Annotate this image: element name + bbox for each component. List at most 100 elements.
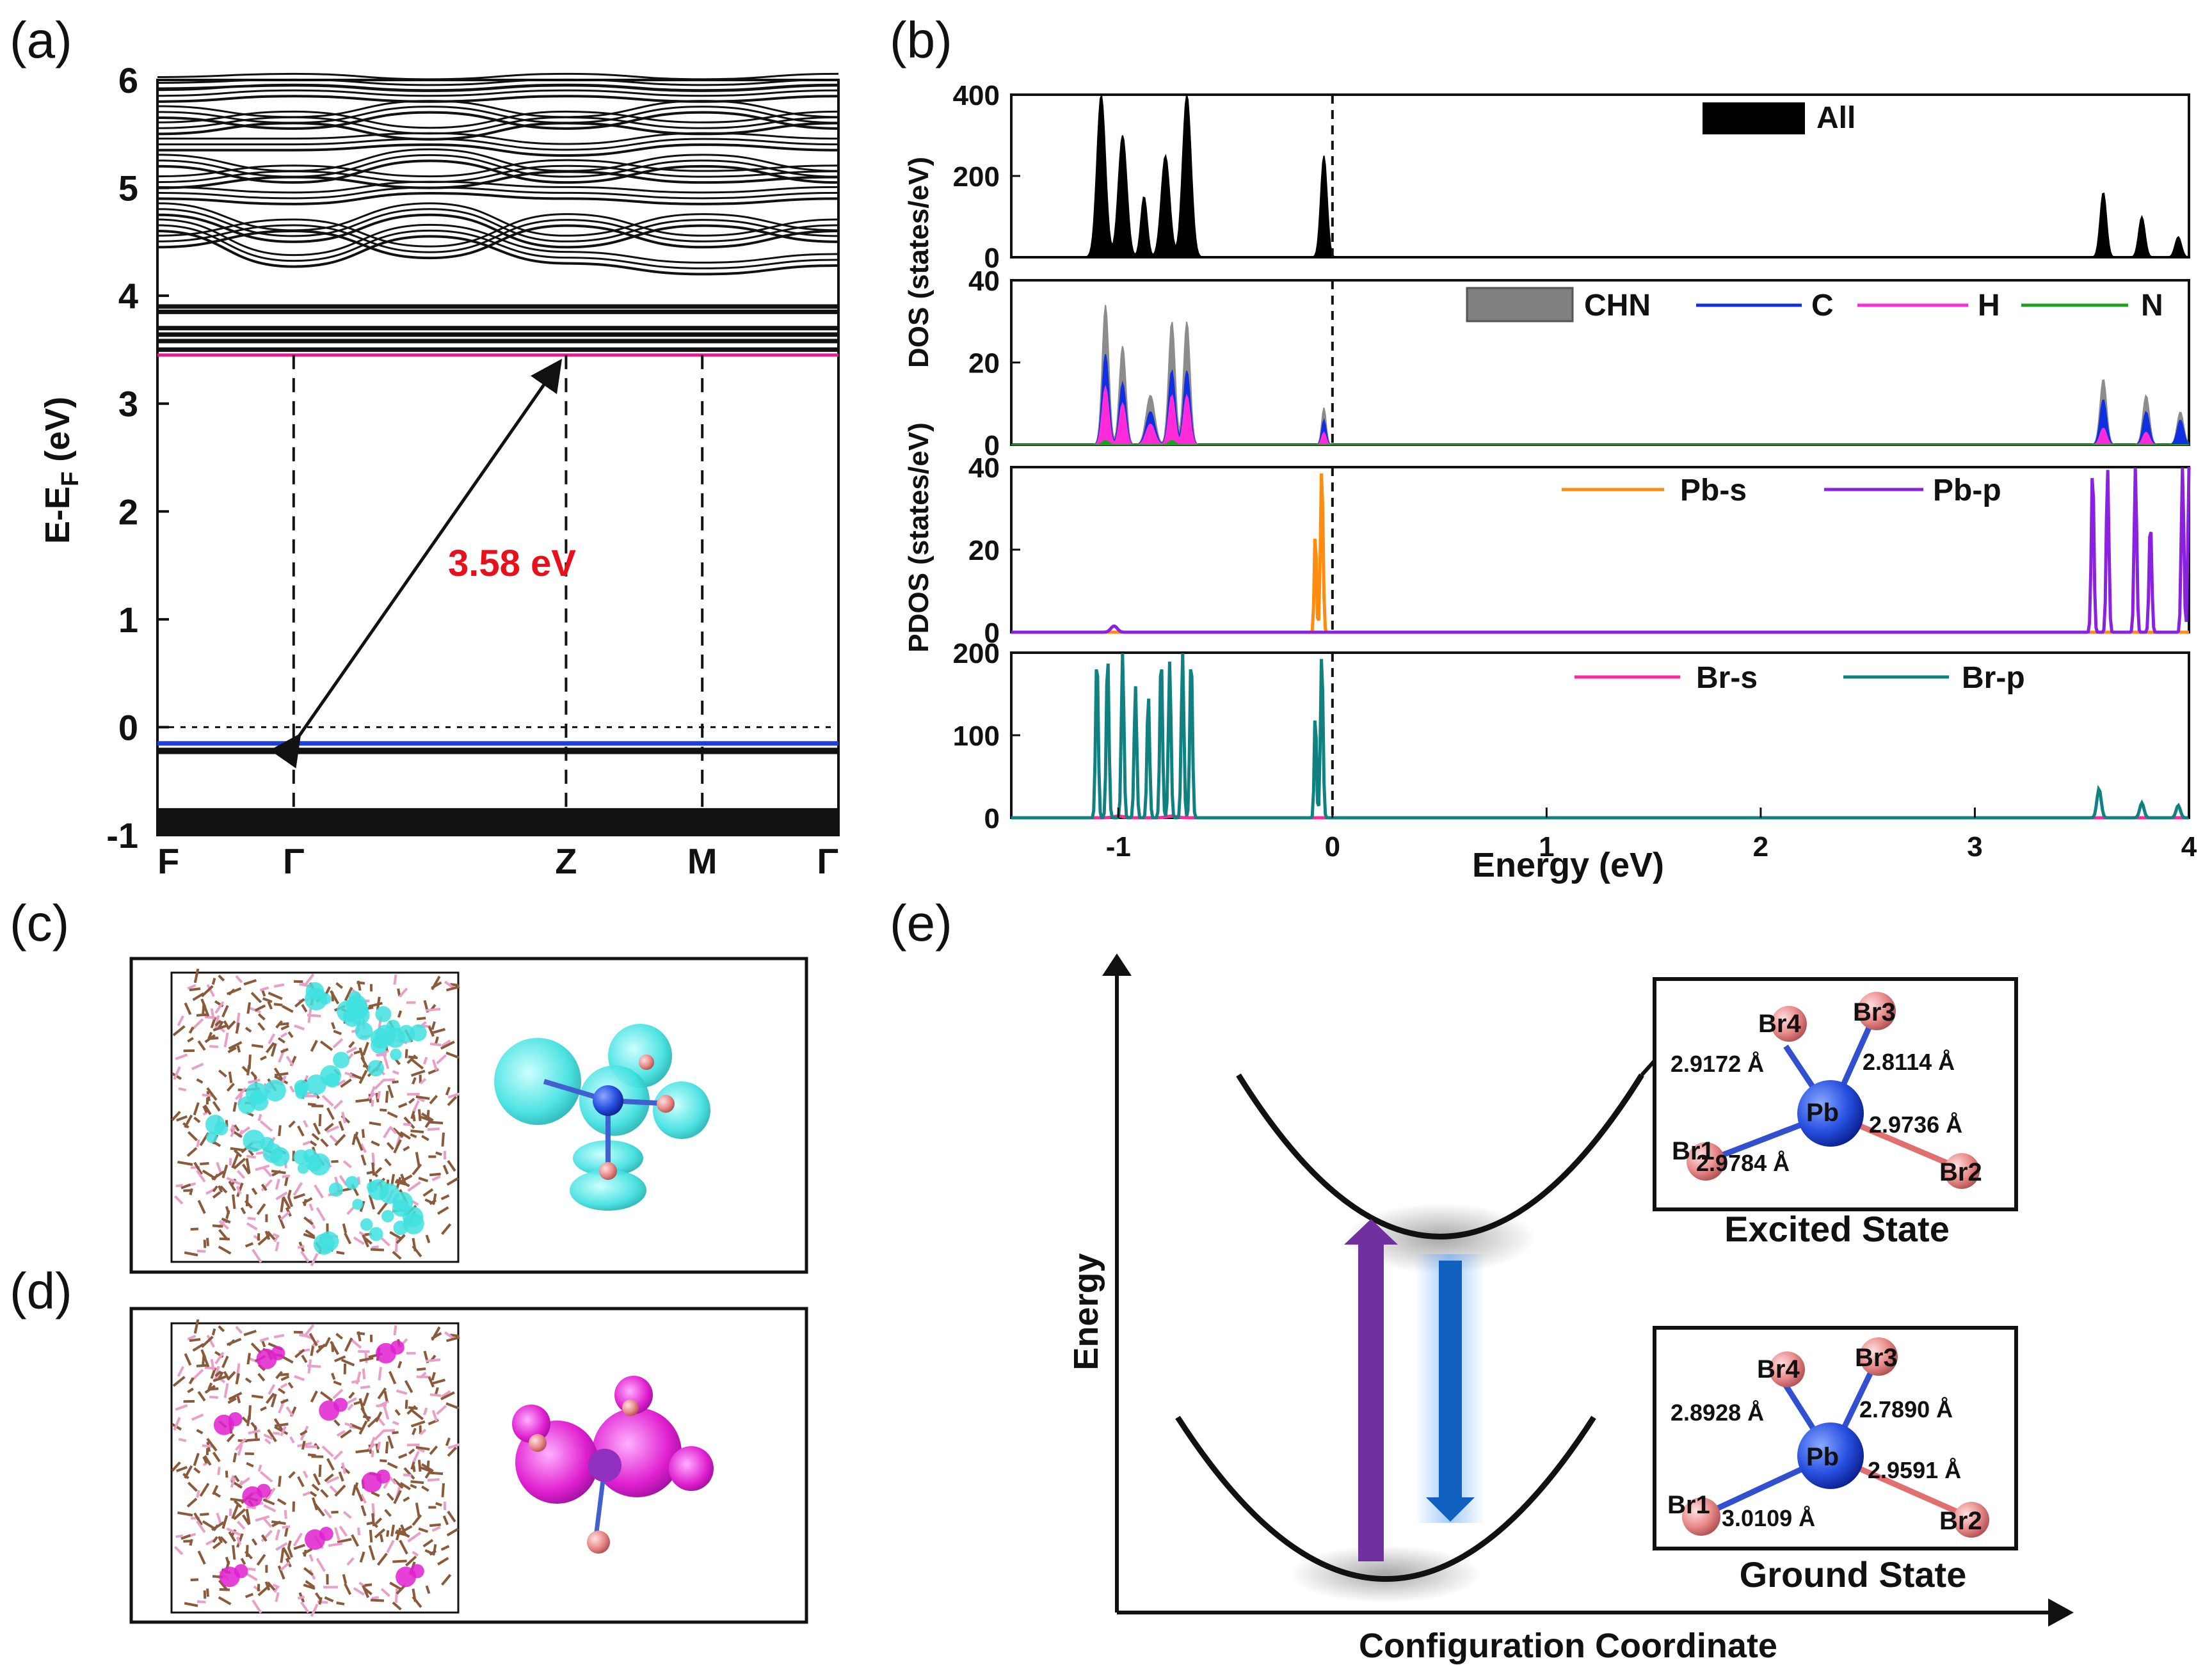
lattice-bond xyxy=(336,1601,345,1605)
lattice-bond xyxy=(415,1502,421,1518)
y-tick-label: 400 xyxy=(953,80,1000,111)
lattice-bond xyxy=(294,1024,305,1031)
lattice-bond xyxy=(415,1446,430,1451)
iso-spot xyxy=(397,1024,415,1043)
lattice-bond xyxy=(412,1077,417,1085)
lattice-bond xyxy=(196,1364,209,1367)
lattice-bond xyxy=(346,1397,357,1405)
iso-spot xyxy=(294,1079,309,1095)
lattice-bond xyxy=(399,1540,408,1555)
lattice-bond xyxy=(380,1237,390,1247)
x-tick-label: 0 xyxy=(1325,831,1340,863)
lattice-bond xyxy=(184,1602,198,1607)
lattice-bond xyxy=(277,1565,285,1580)
br1-atom xyxy=(1687,1142,1725,1181)
dispersive-band xyxy=(157,89,839,97)
emission-arrow xyxy=(1415,1254,1485,1523)
lattice-bond xyxy=(405,1049,408,1058)
legend-swatch-all xyxy=(1703,102,1805,134)
lattice-bond xyxy=(246,1415,251,1426)
lattice-bond xyxy=(196,1013,209,1017)
lattice-bond xyxy=(422,1538,434,1548)
dispersive-band xyxy=(157,122,839,141)
lattice-bond xyxy=(331,991,335,1001)
lattice-bond xyxy=(335,1332,343,1340)
lattice-bond xyxy=(309,1140,317,1147)
lattice-bond xyxy=(324,1473,334,1483)
iso-spot xyxy=(245,1082,268,1105)
lattice-bond xyxy=(412,1428,417,1435)
lattice-bond xyxy=(196,1520,206,1533)
lattice-bond xyxy=(387,1111,398,1119)
lattice-bond xyxy=(245,1158,251,1174)
lattice-bond xyxy=(299,1334,310,1338)
lattice-bond xyxy=(257,1113,262,1122)
iso-spot xyxy=(234,1564,248,1579)
lattice-bond xyxy=(316,1557,326,1572)
lattice-bond xyxy=(193,1467,201,1474)
lattice-bond xyxy=(236,1170,246,1179)
lattice-bond xyxy=(248,1006,261,1014)
lattice-bond xyxy=(282,1355,294,1364)
lattice-bond xyxy=(422,1188,434,1197)
lattice-bond xyxy=(214,1001,225,1014)
lattice-bond xyxy=(403,1496,410,1502)
lattice-bond xyxy=(232,1545,236,1560)
lattice-bond xyxy=(410,1480,424,1485)
lattice-bond xyxy=(257,1234,271,1246)
dispersive-band xyxy=(157,148,839,172)
lattice-bond xyxy=(303,1566,314,1576)
lattice-bond xyxy=(445,1051,460,1059)
lattice-bond xyxy=(324,1596,334,1603)
legend-label-c: C xyxy=(1811,289,1834,323)
lattice-bond xyxy=(220,1185,228,1193)
lattice-bond xyxy=(218,1245,232,1255)
lattice-bond xyxy=(259,1120,273,1132)
lattice-bond xyxy=(212,1485,219,1495)
panel-label-a: (a) xyxy=(10,12,72,68)
band-plot-frame xyxy=(156,79,840,836)
lattice-bond xyxy=(233,1149,243,1158)
lattice-bond xyxy=(221,1164,228,1179)
lattice-bond xyxy=(390,1524,396,1537)
lattice-bond xyxy=(260,1183,268,1191)
iso-spot xyxy=(228,1412,243,1426)
excited-bond-br1: 2.9784 Å xyxy=(1696,1150,1790,1176)
pdos-chn-subplot: 40 20 0 xyxy=(968,266,2190,461)
lattice-bond xyxy=(369,1086,376,1095)
lattice-bond xyxy=(244,1550,253,1559)
lattice-bond xyxy=(387,1085,394,1099)
dispersive-band xyxy=(157,106,839,124)
lattice-bond xyxy=(309,1490,317,1497)
lattice-bond xyxy=(187,984,196,990)
br-atom xyxy=(587,1531,610,1554)
lattice-bond xyxy=(254,1004,266,1012)
lattice-bond xyxy=(300,1430,308,1436)
dispersive-band xyxy=(157,154,839,178)
lattice-bond xyxy=(344,1337,353,1352)
lattice-bond xyxy=(252,1248,262,1263)
lattice-bond xyxy=(293,1182,303,1196)
lattice-bond xyxy=(398,987,408,998)
lattice-bond xyxy=(417,1109,422,1122)
lattice-bond xyxy=(362,1234,370,1248)
y-tick-label: 0 xyxy=(118,707,138,747)
y-tick-label: 0 xyxy=(984,803,1000,834)
lattice-bond xyxy=(280,1197,285,1213)
lattice-bond xyxy=(294,998,305,1008)
lattice-bond xyxy=(328,1542,343,1547)
lattice-bond xyxy=(301,1440,306,1450)
configuration-coordinate-diagram: Energy Configuration Coordinate xyxy=(1067,953,2074,1665)
lattice-bond xyxy=(273,1003,283,1007)
lattice-bond xyxy=(392,1250,402,1260)
lattice-bond xyxy=(187,1131,198,1142)
lattice-bond xyxy=(416,1017,426,1021)
lattice-bond xyxy=(289,1436,295,1444)
lattice-bond xyxy=(197,1200,206,1215)
lattice-bond xyxy=(380,1588,390,1597)
dispersive-band xyxy=(157,116,839,135)
iso-spot xyxy=(319,993,332,1005)
x-tick-label: -1 xyxy=(1106,831,1131,863)
dispersive-band xyxy=(157,191,839,205)
band-y-ticks: 6 5 4 3 2 1 0 -1 xyxy=(106,60,169,856)
